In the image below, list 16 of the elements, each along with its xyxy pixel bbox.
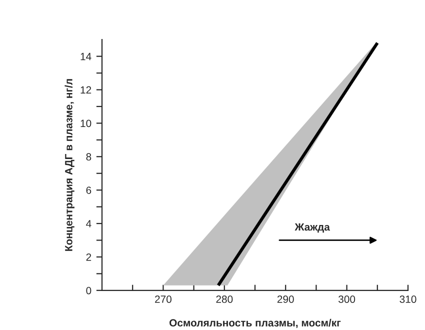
y-tick-label: 6: [86, 186, 92, 194]
y-tick-label: 10: [80, 120, 92, 128]
y-tick-label: 8: [86, 153, 92, 161]
annotation: Жажда: [294, 223, 330, 233]
y-tick-label: 14: [80, 52, 92, 60]
x-tick-label: 310: [400, 296, 416, 303]
y-tick-label: 2: [86, 253, 92, 261]
y-axis-title: Концентрация АДГ в плазме, нг/л: [64, 79, 74, 251]
x-axis-title: Осмоляльность плазмы, мосм/кг: [170, 318, 341, 328]
x-tick-label: 270: [155, 296, 172, 303]
y-tick-label: 0: [86, 286, 92, 294]
x-tick-label: 290: [277, 296, 294, 303]
y-tick-label: 12: [80, 86, 92, 94]
x-tick-label: 300: [338, 296, 356, 303]
x-tick-label: 280: [216, 296, 233, 303]
y-tick-label: 4: [86, 220, 92, 228]
